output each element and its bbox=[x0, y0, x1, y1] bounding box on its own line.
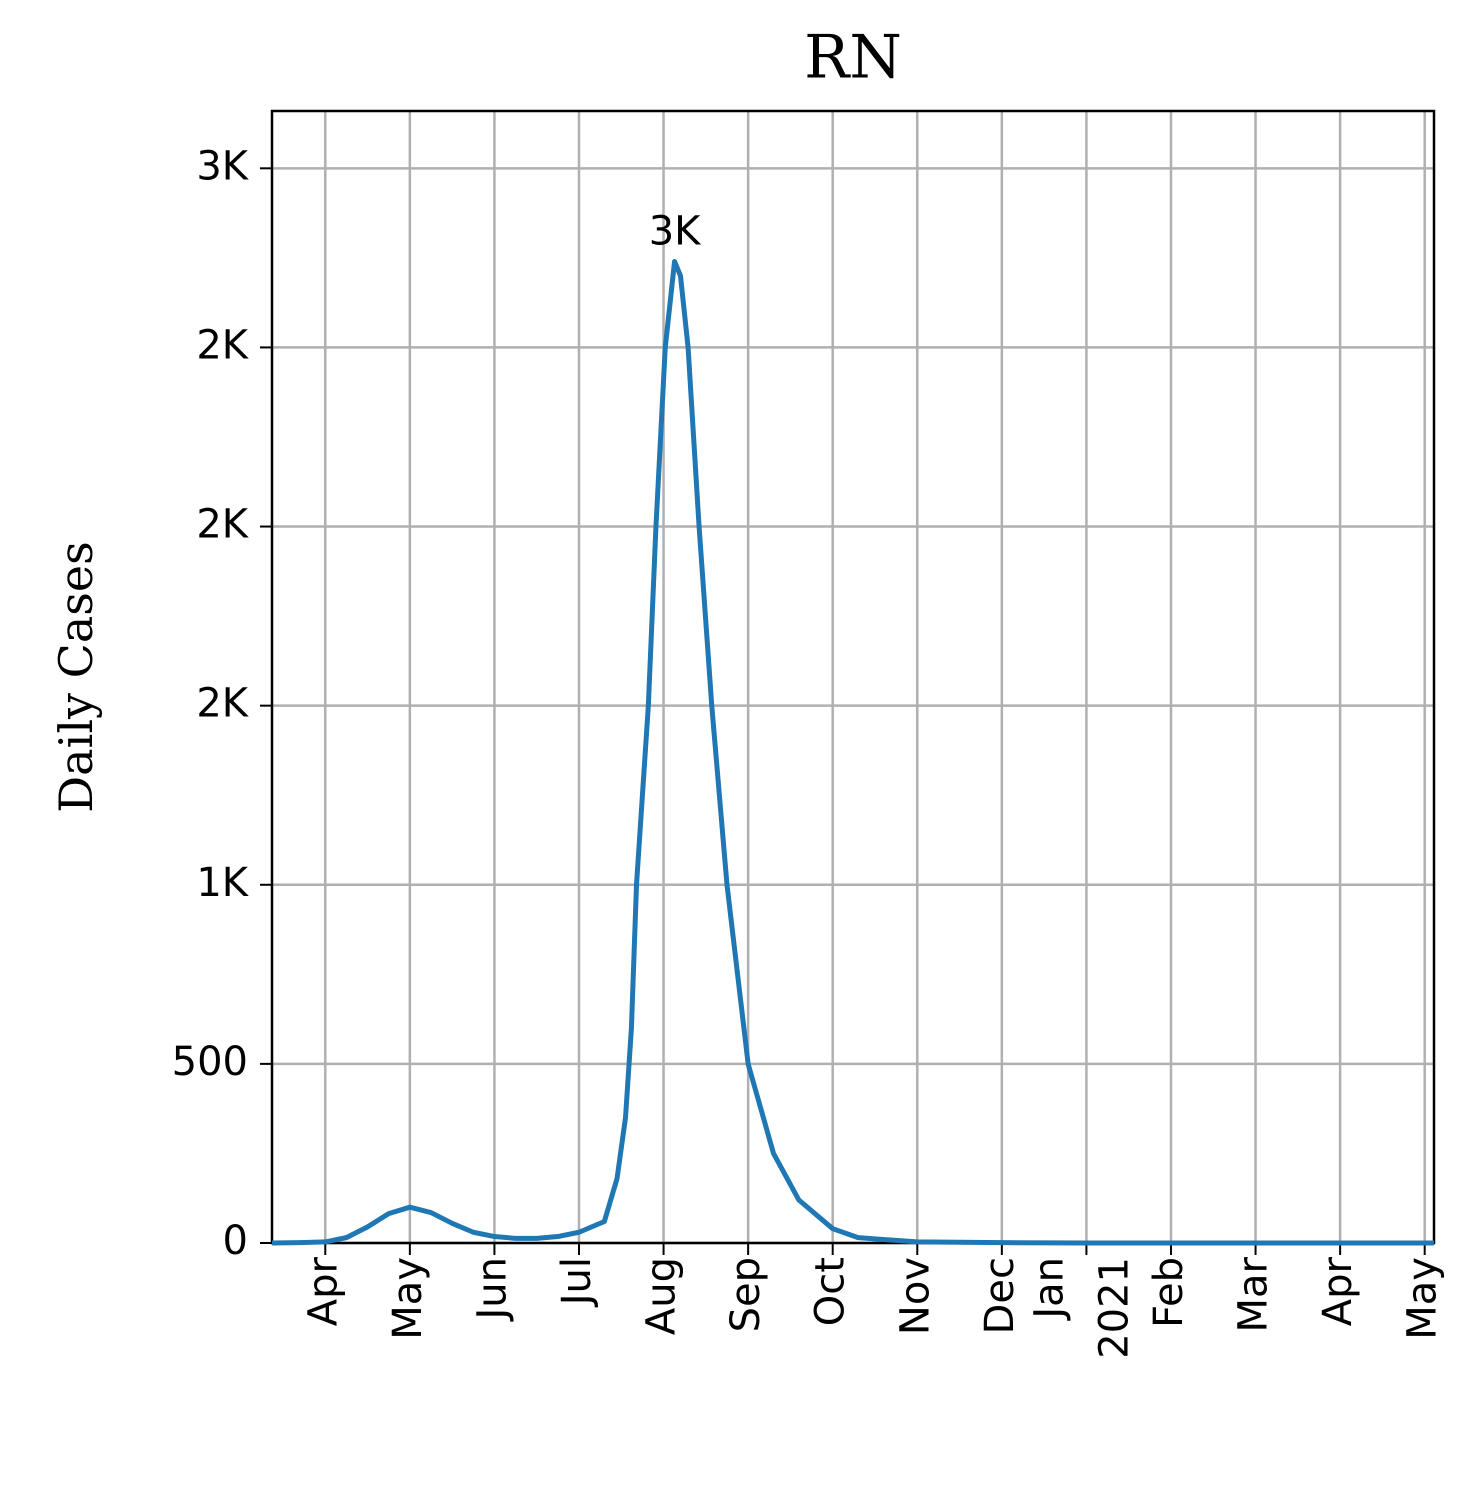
line bbox=[271, 258, 1434, 1246]
x-tick-label: Jan bbox=[1026, 1257, 1072, 1322]
annotation: 3K bbox=[649, 208, 702, 254]
x-tick-label: Apr bbox=[300, 1256, 346, 1326]
y-tick-label: 2K bbox=[196, 322, 249, 368]
plot-frame bbox=[270, 109, 1436, 1245]
x-tick-label: Jun bbox=[469, 1257, 515, 1323]
y-tick-label: 1K bbox=[196, 860, 249, 906]
x-tick-label: Nov bbox=[892, 1257, 938, 1335]
x-tick-label: Apr bbox=[1315, 1256, 1361, 1326]
x-tick-label: Oct bbox=[808, 1257, 854, 1326]
x-tick-label: Sep bbox=[723, 1257, 769, 1332]
x-tick-label: Feb bbox=[1146, 1257, 1192, 1328]
x-tick-label: Jul bbox=[554, 1257, 600, 1308]
x-tick-label: Dec bbox=[977, 1257, 1023, 1334]
y-tick-label: 2K bbox=[196, 502, 249, 548]
x-tick-label: May bbox=[1400, 1257, 1446, 1340]
y-axis-label: Daily Cases bbox=[49, 541, 103, 812]
y-tick-label: 500 bbox=[172, 1039, 248, 1085]
y-tick-label: 0 bbox=[223, 1218, 248, 1264]
x-tick-label: May bbox=[385, 1257, 431, 1340]
x-tick-label: Mar bbox=[1231, 1256, 1277, 1332]
x-tick-label: Aug bbox=[639, 1257, 685, 1335]
y-tick-label: 2K bbox=[196, 681, 249, 727]
x-tick-label: 2021 bbox=[1091, 1257, 1137, 1359]
chart-title: RN bbox=[804, 23, 902, 93]
y-tick-label: 3K bbox=[196, 143, 249, 189]
